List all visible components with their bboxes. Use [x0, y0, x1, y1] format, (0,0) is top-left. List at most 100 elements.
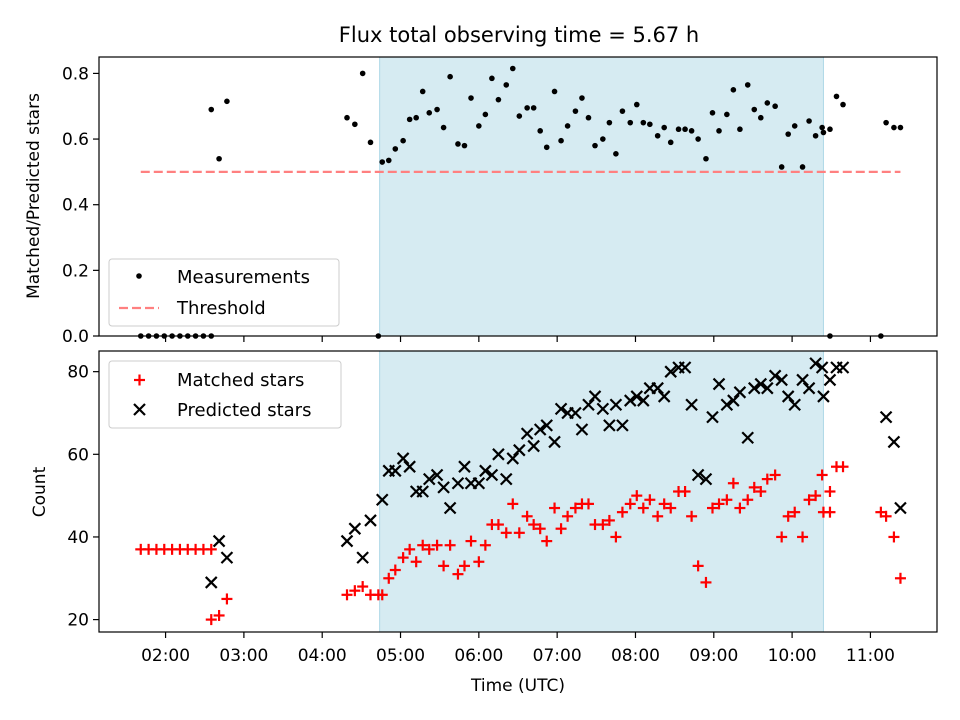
predicted-stars-point — [741, 431, 755, 445]
predicted-stars-point — [802, 381, 816, 395]
predicted-stars-point — [212, 534, 226, 548]
measurement-point — [224, 98, 230, 105]
predicted-stars-point — [809, 357, 822, 370]
predicted-stars-point — [754, 377, 768, 391]
measurement-point — [647, 121, 653, 128]
legend-measurements-marker — [136, 273, 142, 279]
predicted-stars-point — [623, 394, 637, 407]
measurement-point — [772, 103, 778, 110]
predicted-stars-point — [664, 365, 677, 378]
x-tick-label: 06:00 — [454, 646, 503, 666]
bottom-plot-frame — [98, 350, 938, 633]
measurement-point — [791, 123, 798, 129]
top-legend: Measurements Threshold — [108, 258, 340, 327]
predicted-stars-point — [691, 468, 705, 482]
matched-stars-point — [637, 502, 649, 514]
predicted-stars-point — [699, 472, 713, 486]
y-tick-label: 20 — [67, 611, 89, 631]
matched-stars-point — [423, 543, 435, 555]
legend-matched-marker — [134, 374, 145, 386]
y-tick-label: 0.6 — [62, 130, 89, 150]
matched-stars-point — [755, 486, 767, 497]
matched-stars-point — [727, 477, 739, 489]
predicted-stars-point — [506, 452, 520, 465]
matched-stars-point — [541, 535, 553, 547]
y-tick-label: 0.4 — [62, 196, 89, 216]
predicted-stars-point — [817, 390, 830, 403]
x-tick-label: 09:00 — [689, 646, 738, 666]
predicted-stars-point — [375, 493, 389, 507]
measurement-point — [633, 101, 640, 108]
x-tick-label: 08:00 — [611, 646, 660, 666]
measurement-point — [572, 108, 579, 114]
matched-stars-point — [803, 494, 815, 506]
matched-stars-point — [888, 531, 900, 543]
predicted-stars-point — [609, 398, 623, 411]
predicted-stars-point — [727, 394, 740, 407]
predicted-stars-point — [472, 476, 486, 490]
x-axis-label: Time (UTC) — [470, 676, 565, 696]
measurement-point — [730, 87, 737, 93]
predicted-stars-point — [616, 419, 629, 432]
y-tick-label: 80 — [67, 363, 89, 383]
measurement-point — [537, 128, 543, 134]
y-tick-label: 0.0 — [62, 327, 89, 347]
top-plot-frame — [98, 56, 938, 337]
matched-stars-point — [894, 572, 906, 584]
predicted-stars-point — [220, 551, 234, 564]
measurement-point — [447, 73, 453, 80]
x-tick-label: 03:00 — [219, 646, 268, 666]
x-tick-label: 02:00 — [141, 646, 190, 666]
bottom-legend-box — [108, 360, 342, 429]
matched-stars-point — [444, 539, 456, 551]
top-marks — [137, 65, 904, 339]
measurement-point — [751, 106, 758, 113]
matched-stars-point — [221, 593, 233, 605]
x-tick-label: 10:00 — [768, 646, 817, 666]
predicted-stars-point — [651, 381, 664, 395]
chart-title: Flux total observing time = 5.67 h — [339, 23, 699, 47]
x-tick-label: 07:00 — [533, 646, 582, 666]
measurement-point — [461, 142, 468, 149]
measurement-point — [695, 136, 701, 142]
matched-stars-point — [383, 572, 395, 584]
matched-stars-point — [706, 502, 718, 514]
legend-measurements-label: Measurements — [177, 267, 310, 288]
matched-stars-point — [417, 539, 429, 551]
top-x-ticks — [164, 336, 872, 342]
matched-stars-point — [631, 490, 643, 502]
measurement-point — [785, 131, 791, 137]
predicted-stars-point — [788, 398, 802, 411]
y-tick-label: 0.2 — [62, 261, 89, 281]
measurement-point — [482, 111, 489, 118]
predicted-stars-point — [479, 464, 492, 478]
predicted-stars-point — [204, 576, 218, 589]
measurement-point — [827, 126, 833, 133]
legend-predicted-marker — [133, 403, 146, 416]
matched-stars-point — [644, 494, 656, 506]
predicted-stars-point — [678, 361, 692, 374]
matched-stars-point — [492, 519, 504, 531]
matched-stars-point — [810, 490, 822, 502]
measurement-point — [419, 88, 426, 95]
predicted-stars-point — [836, 361, 850, 374]
measurement-point — [600, 136, 606, 142]
measurement-point — [352, 121, 358, 128]
measurement-point — [799, 164, 806, 170]
predicted-stars-point — [747, 381, 761, 395]
predicted-stars-point — [443, 501, 457, 515]
matched-stars-point — [569, 502, 581, 514]
measurement-point — [661, 124, 667, 131]
predicted-stars-point — [554, 402, 568, 416]
matched-stars-point — [397, 552, 409, 564]
measurement-point — [682, 126, 688, 133]
measurement-point — [764, 100, 771, 106]
matched-stars-point — [507, 498, 519, 510]
matched-stars-point — [473, 556, 485, 568]
matched-stars-point — [555, 523, 567, 535]
measurement-point — [724, 111, 730, 118]
matched-stars-point — [734, 502, 746, 514]
matched-stars-point — [389, 564, 401, 576]
measurement-point — [606, 119, 613, 126]
measurement-point — [440, 124, 447, 131]
